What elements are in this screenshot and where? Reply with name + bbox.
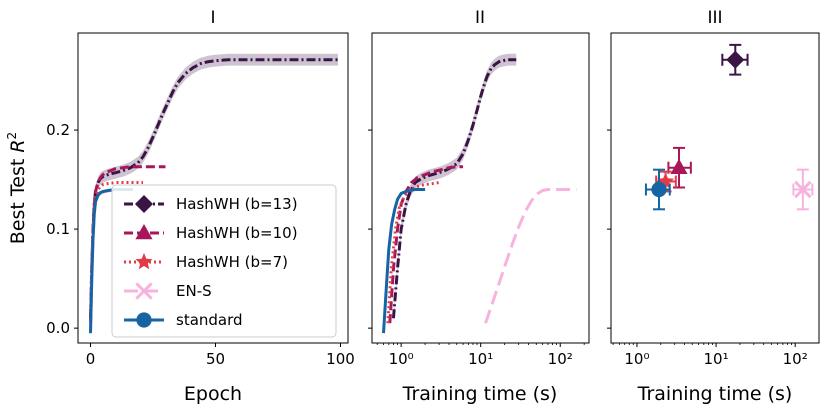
x-tick-label: 100 xyxy=(326,350,355,368)
panel-II-title: II xyxy=(475,8,485,28)
panel-III: 10⁰ 10¹ 10² III Training time (s) xyxy=(607,8,820,405)
y-axis-label-main: Best Test xyxy=(7,153,29,245)
panel-II: 10⁰ 10¹ 10² II Training time (s) xyxy=(368,8,590,405)
legend-label-en-s: EN-S xyxy=(176,282,212,300)
panel-I-x-axis-label: Epoch xyxy=(184,383,242,405)
legend-box xyxy=(111,184,337,338)
legend-label-standard: standard xyxy=(176,311,243,329)
legend-marker-standard xyxy=(136,312,152,328)
panel-II-plot-area xyxy=(382,53,577,334)
panel-I-y-axis-label: Best Test R2 xyxy=(5,132,29,244)
series-line-hashwh-b-13 xyxy=(89,58,338,319)
series-line-standard xyxy=(382,187,426,334)
series-line-hashwh-b-13 xyxy=(391,58,517,319)
x-tick-label: 10¹ xyxy=(468,350,493,368)
point-standard xyxy=(651,181,667,198)
panel-III-title: III xyxy=(707,8,722,28)
x-tick-label: 10² xyxy=(783,350,808,368)
legend-marker-en-s xyxy=(135,282,153,300)
y-tick-label: 0.2 xyxy=(46,121,70,139)
legend-label-hashwh-b-7: HashWH (b=7) xyxy=(176,253,288,271)
x-tick-label: 50 xyxy=(206,350,225,368)
legend-marker-hashwh-b-10 xyxy=(135,224,153,240)
x-tick-label: 10² xyxy=(548,350,573,368)
point-en-s xyxy=(794,180,812,199)
panel-I-frame xyxy=(77,32,349,344)
panel-I-axes: 0 50 100 0.0 0.1 0.2 xyxy=(46,121,355,368)
x-tick-label: 0 xyxy=(86,350,96,368)
panel-III-frame xyxy=(610,32,820,344)
y-tick-label: 0.1 xyxy=(46,220,70,238)
legend-label-hashwh-b-10: HashWH (b=10) xyxy=(176,224,298,242)
panel-III-axes: 10⁰ 10¹ 10² xyxy=(607,129,808,368)
panel-II-axes: 10⁰ 10¹ 10² xyxy=(368,129,585,368)
x-tick-label: 10¹ xyxy=(704,350,729,368)
y-axis-label-exponent: 2 xyxy=(5,132,19,140)
point-hashwh-b-13 xyxy=(726,50,745,69)
series-line-en-s xyxy=(484,187,577,324)
panel-III-plot-area xyxy=(644,43,814,211)
legend-marker-hashwh-b-13 xyxy=(135,195,153,213)
panel-I: 0 50 100 0.0 0.1 0.2 I Epoch Best Test R2 xyxy=(5,8,355,405)
legend: HashWH (b=13) HashWH (b=10) HashWH (b=7) EN… xyxy=(111,184,337,338)
series-line-hashwh-b-10 xyxy=(388,165,464,324)
legend-marker-hashwh-b-7 xyxy=(135,253,153,270)
y-axis-label-var: R xyxy=(7,139,29,152)
x-tick-label: 10⁰ xyxy=(624,350,649,368)
panel-I-title: I xyxy=(210,8,215,28)
point-hashwh-b-10 xyxy=(670,158,688,174)
y-tick-label: 0.0 xyxy=(46,319,70,337)
panel-III-x-axis-label: Training time (s) xyxy=(637,383,793,405)
panel-II-x-axis-label: Training time (s) xyxy=(402,383,558,405)
legend-label-hashwh-b-13: HashWH (b=13) xyxy=(176,195,298,213)
x-tick-label: 10⁰ xyxy=(389,350,414,368)
